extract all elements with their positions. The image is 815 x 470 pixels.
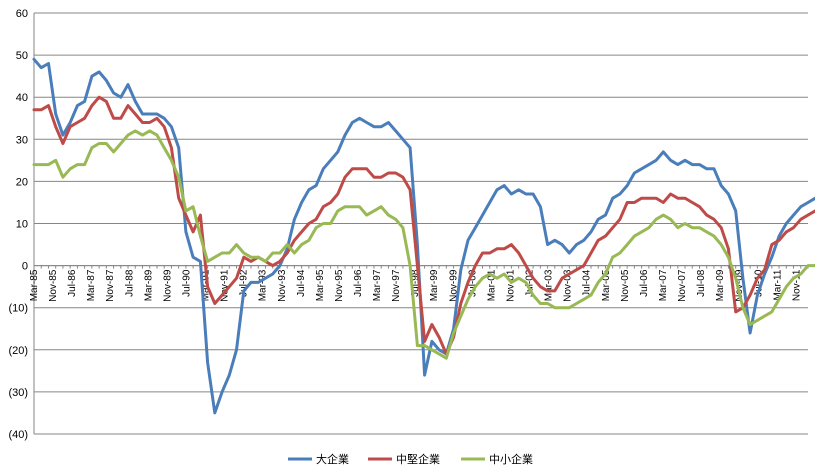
x-tick-label: Jul-10 xyxy=(753,269,764,297)
x-tick-label: Jul-88 xyxy=(124,269,135,297)
x-tick-label: Nov-05 xyxy=(620,269,631,302)
x-tick-label: Mar-01 xyxy=(486,269,497,301)
x-tick-label: Jul-86 xyxy=(67,269,78,297)
series-line-1 xyxy=(32,95,815,356)
gridlines xyxy=(34,12,808,435)
y-tick-label: 20 xyxy=(16,176,28,188)
y-tick-label: 50 xyxy=(16,50,28,62)
x-tick-label: Jul-96 xyxy=(353,269,364,297)
y-tick-label: (20) xyxy=(8,345,28,357)
x-tick-label: Nov-95 xyxy=(334,269,345,302)
y-axis: 60 50 40 30 20 10 0 (10) (20) (30) (40) xyxy=(8,8,35,441)
x-tick-label: Nov-85 xyxy=(48,269,59,302)
x-tick-label: Jul-04 xyxy=(582,269,593,297)
x-tick-label: Nov-11 xyxy=(791,269,802,301)
x-tick-label: Nov-09 xyxy=(734,269,745,302)
x-tick-label: Mar-87 xyxy=(86,269,97,301)
x-tick-label: Nov-89 xyxy=(162,269,173,302)
x-tick-label: Mar-03 xyxy=(544,269,555,301)
x-tick-label: Mar-95 xyxy=(315,269,326,301)
x-tick-label: Nov-07 xyxy=(677,269,688,302)
x-axis: Mar-85 Nov-85 Jul-86 Mar-87 Nov-87 Jul-88 Mar-… xyxy=(29,265,809,302)
x-tick-label: Nov-01 xyxy=(505,269,516,302)
x-tick-label: Jul-06 xyxy=(639,269,650,297)
x-tick-label: Jul-00 xyxy=(467,269,478,297)
x-tick-label: Jul-92 xyxy=(239,269,250,297)
series-line-0 xyxy=(32,57,815,415)
x-tick-label: Nov-03 xyxy=(563,269,574,302)
x-tick-label: Mar-07 xyxy=(658,269,669,301)
legend-label-1: 中堅企業 xyxy=(396,452,440,466)
x-tick-label: Mar-09 xyxy=(715,269,726,301)
y-tick-label: 60 xyxy=(16,8,28,20)
x-tick-label: Mar-97 xyxy=(372,269,383,301)
legend-label-2: 中小企業 xyxy=(489,452,533,466)
x-tick-label: Mar-85 xyxy=(29,269,40,301)
y-tick-label: (30) xyxy=(8,387,28,399)
x-tick-label: Mar-89 xyxy=(143,269,154,301)
y-tick-label: 0 xyxy=(22,261,28,273)
legend-label-0: 大企業 xyxy=(316,452,349,466)
x-tick-label: Mar-11 xyxy=(772,269,783,300)
x-tick-label: Nov-93 xyxy=(277,269,288,302)
x-tick-label: Jul-98 xyxy=(410,269,421,297)
x-tick-label: Jul-02 xyxy=(525,269,536,297)
y-tick-label: 30 xyxy=(16,134,28,146)
y-tick-label: (10) xyxy=(8,303,28,315)
legend: 大企業 中堅企業 中小企業 xyxy=(288,452,533,466)
x-tick-label: Jul-94 xyxy=(296,269,307,297)
x-tick-label: Mar-93 xyxy=(258,269,269,301)
x-tick-label: Nov-99 xyxy=(448,269,459,302)
x-tick-label: Nov-97 xyxy=(391,269,402,302)
x-tick-label: Jul-90 xyxy=(181,269,192,297)
series-line-2 xyxy=(32,129,815,360)
x-tick-label: Nov-91 xyxy=(220,269,231,302)
x-tick-label: Mar-05 xyxy=(601,269,612,301)
y-tick-label: (40) xyxy=(8,429,28,441)
x-tick-label: Nov-87 xyxy=(105,269,116,302)
y-tick-label: 40 xyxy=(16,92,28,104)
series-lines xyxy=(32,57,815,415)
y-tick-label: 10 xyxy=(16,219,28,231)
x-tick-label: Mar-99 xyxy=(429,269,440,301)
x-tick-label: Jul-08 xyxy=(696,269,707,297)
